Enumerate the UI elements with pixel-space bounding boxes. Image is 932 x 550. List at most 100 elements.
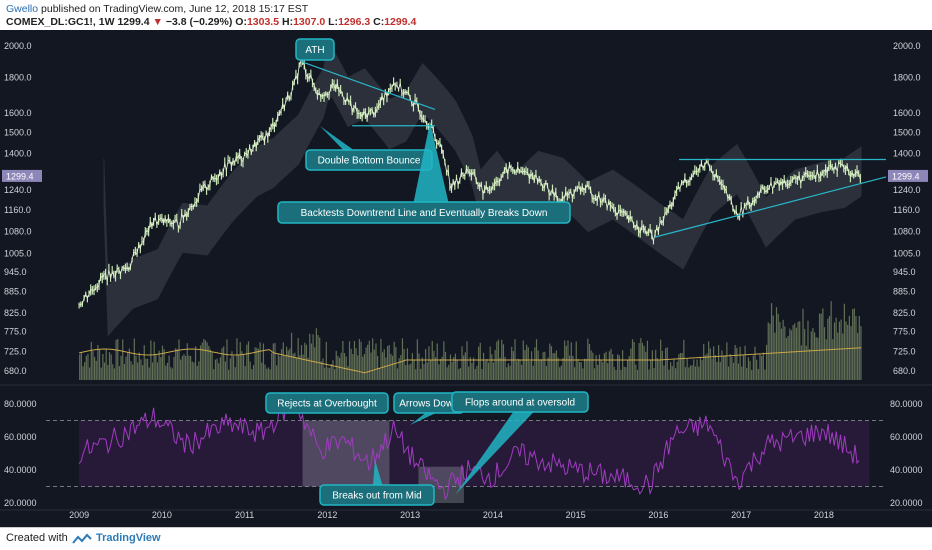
volume-bar (107, 364, 109, 380)
volume-bar (754, 346, 756, 380)
volume-bar (224, 361, 226, 380)
price-tick-label-right: 1080.0 (893, 227, 921, 237)
x-tick-label: 2009 (69, 510, 89, 520)
volume-bar (542, 352, 544, 380)
close-label: C: (373, 16, 385, 28)
volume-bar (595, 355, 597, 380)
price-tick-label-left: 2000.0 (4, 41, 32, 51)
volume-bar (388, 344, 390, 380)
volume-bar (502, 344, 505, 380)
volume-bar (534, 347, 536, 380)
volume-bar (698, 366, 700, 380)
volume-bar (842, 333, 844, 380)
volume-bar (625, 367, 627, 380)
volume-bar (335, 350, 337, 380)
volume-bar (790, 330, 793, 380)
volume-bar (287, 350, 289, 380)
low-label: L: (328, 16, 339, 28)
volume-bar (393, 341, 395, 380)
tradingview-brand[interactable]: TradingView (96, 532, 161, 544)
volume-bar (140, 359, 142, 380)
volume-bar (304, 342, 306, 380)
volume-bar (289, 348, 291, 380)
volume-bar (494, 349, 496, 380)
down-triangle-icon: ▼ (152, 16, 163, 28)
price-tick-label-right: 775.0 (893, 327, 916, 337)
volume-bar (823, 327, 826, 380)
volume-bar (113, 368, 116, 380)
volume-bar (797, 321, 799, 380)
volume-bar (684, 367, 687, 380)
volume-bar (736, 347, 738, 380)
volume-bar (105, 348, 107, 380)
volume-bar (314, 347, 316, 380)
volume-bar (216, 358, 218, 380)
volume-bar (486, 358, 488, 380)
volume-bar (244, 365, 246, 380)
price-line (78, 60, 861, 306)
volume-bar (430, 360, 432, 380)
volume-bar (315, 328, 317, 380)
volume-bar (694, 366, 697, 380)
uptrend-line (654, 176, 887, 238)
volume-bar (787, 336, 789, 380)
tradingview-logo-icon (72, 533, 92, 544)
volume-bar (127, 352, 129, 380)
author-link[interactable]: Gwello (6, 3, 39, 15)
volume-bar (471, 362, 473, 380)
volume-bar (746, 367, 748, 380)
volume-bar (620, 369, 622, 380)
price-tick-label-right: 1005.0 (893, 248, 921, 258)
volume-bar (132, 364, 134, 380)
volume-bar (729, 354, 731, 380)
rsi-tick-label-left: 80.0000 (4, 399, 37, 409)
volume-bar (196, 365, 198, 380)
price-tick-label-left: 885.0 (4, 287, 27, 297)
current-price-badge-left (2, 169, 42, 182)
volume-bar (153, 341, 155, 380)
volume-bar (84, 362, 86, 380)
volume-bar (453, 357, 455, 380)
volume-bar (350, 348, 352, 380)
volume-bar (767, 322, 769, 380)
volume-bar (714, 355, 716, 380)
symbol-label[interactable]: COMEX_DL:GC1!, 1W (6, 16, 115, 28)
rsi-tick-label-right: 20.0000 (890, 498, 923, 508)
callout-box (277, 201, 571, 224)
volume-bar (565, 345, 567, 380)
volume-bar (840, 319, 842, 380)
volume-bar (815, 337, 817, 380)
volume-bar (762, 352, 764, 380)
volume-bar (509, 365, 511, 380)
downtrend-line (300, 60, 436, 111)
gold-weekly-chart[interactable]: 2000.0 2000.0 1800.0 1800.0 1600.0 1600.0 1500… (0, 30, 932, 527)
volume-bar (193, 362, 195, 380)
volume-bar (519, 359, 521, 380)
volume-bar (337, 355, 339, 380)
volume-bar (570, 342, 572, 380)
volume-bar (112, 364, 114, 380)
volume-bar (380, 338, 382, 380)
volume-bar (521, 364, 523, 380)
volume-bar (580, 362, 582, 380)
volume-bar (181, 355, 183, 380)
volume-bar (582, 368, 584, 380)
rsi-tick-label-right: 80.0000 (890, 399, 923, 409)
volume-bar (774, 332, 776, 380)
volume-bar (223, 346, 225, 380)
volume-bar (254, 347, 256, 380)
volume-bar (176, 349, 178, 380)
volume-bar (653, 367, 655, 380)
volume-bar (577, 358, 579, 380)
volume-bar (423, 364, 425, 380)
callout-text: ATH (305, 45, 324, 56)
volume-bar (772, 315, 774, 380)
volume-bar (670, 362, 672, 380)
volume-bar (269, 369, 271, 380)
volume-bar (281, 349, 283, 380)
volume-bar (362, 356, 364, 380)
volume-bar (785, 338, 788, 380)
volume-bar (143, 345, 145, 380)
volume-bar (713, 346, 715, 380)
volume-bar (628, 356, 630, 380)
